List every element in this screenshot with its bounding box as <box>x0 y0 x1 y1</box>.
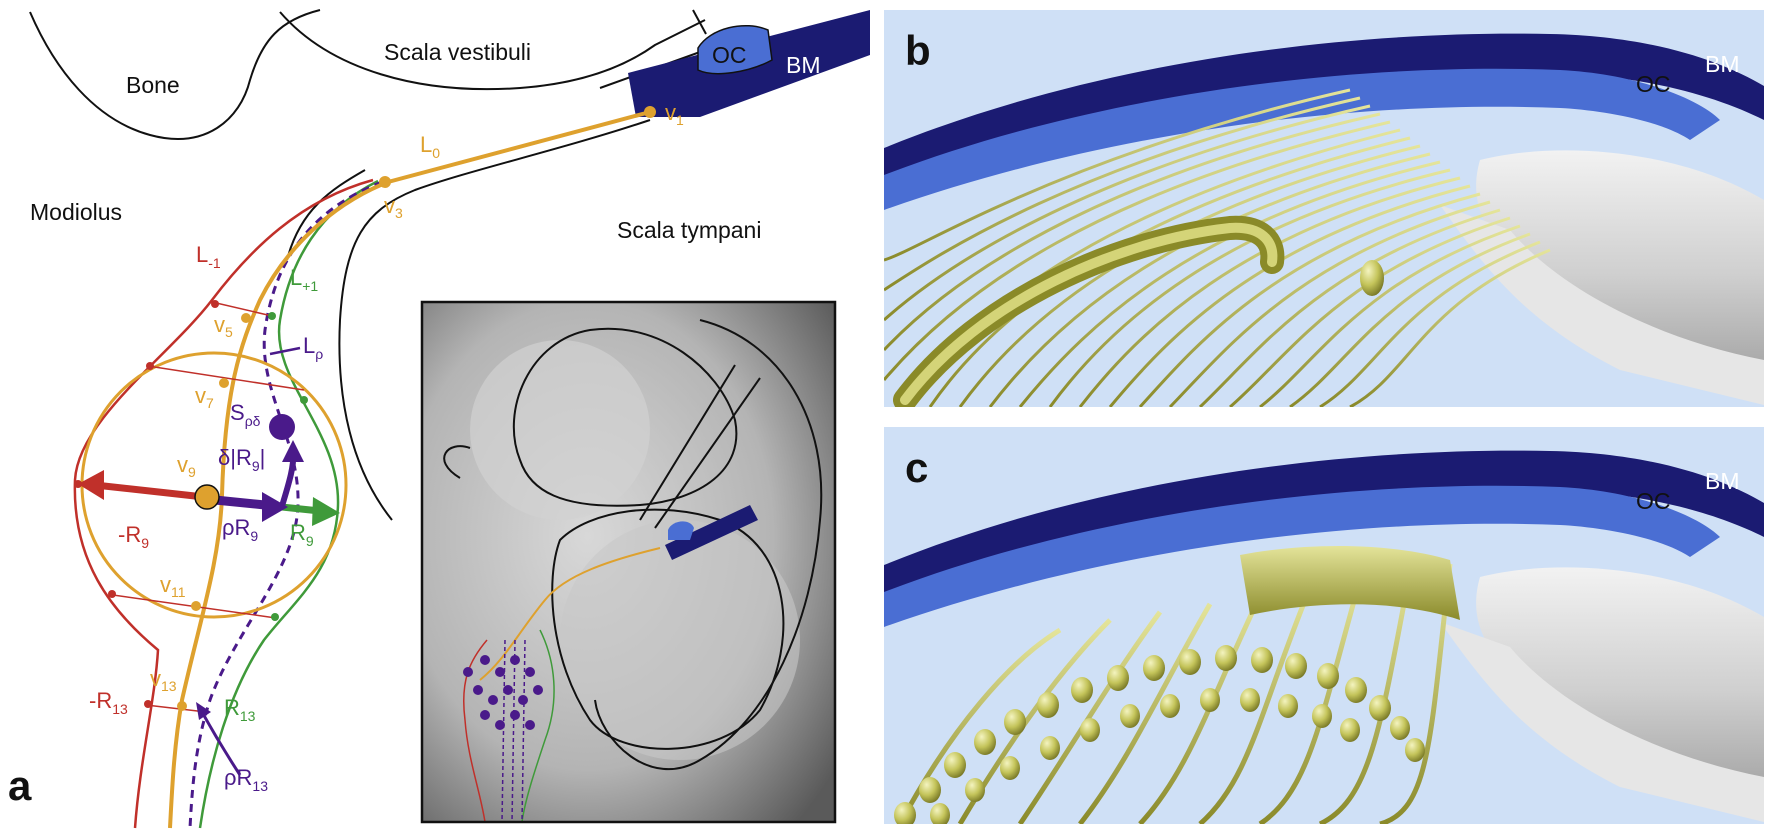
grey-tube-b <box>1476 150 1764 400</box>
label-l-minus1: L-1 <box>196 242 221 271</box>
panel-letter-a: a <box>8 762 32 809</box>
label-l0: L0 <box>420 132 440 161</box>
label-r13: R13 <box>224 695 256 724</box>
label-delta-r9: δ|R9| <box>218 445 265 474</box>
label-v3: v3 <box>384 193 403 221</box>
label-rho-r13: ρR13 <box>224 765 268 794</box>
label-l-rho: Lρ <box>303 333 323 362</box>
vector-neg-r9-head <box>78 470 104 500</box>
label-l-plus1: L+1 <box>290 265 318 294</box>
label-bm-c: BM <box>1705 468 1740 494</box>
curve-l0 <box>168 110 651 829</box>
vector-rho-r13 <box>200 711 242 776</box>
organ-of-corti-shape <box>697 24 773 75</box>
panel-b: b OC BM <box>884 10 1764 407</box>
osseous-lamina-lower <box>338 119 651 521</box>
inset-bm <box>665 505 758 560</box>
panel-letter-b: b <box>905 27 931 74</box>
label-v13: v13 <box>150 666 177 694</box>
panel-c: c OC BM <box>884 427 1764 824</box>
corti-stalk <box>692 9 707 35</box>
label-neg-r9: -R9 <box>118 522 149 551</box>
label-v5: v5 <box>214 312 233 340</box>
label-neg-r13: -R13 <box>89 688 128 717</box>
vector-rho-r9 <box>214 495 266 510</box>
label-scala-tympani: Scala tympani <box>617 217 761 243</box>
curve-l-rho <box>188 180 383 829</box>
label-rho-r9: ρR9 <box>222 515 258 544</box>
grey-tube-c <box>1476 567 1764 817</box>
soma-balls-c <box>894 645 1425 824</box>
label-bm-b: BM <box>1705 51 1740 77</box>
vector-r9-head <box>312 497 340 526</box>
label-modiolus: Modiolus <box>30 199 122 225</box>
label-bone: Bone <box>126 72 180 98</box>
vector-l-rho-pointer <box>269 346 301 356</box>
vertex-dots <box>74 106 656 711</box>
oc-band-c <box>884 485 1720 627</box>
label-v9: v9 <box>177 452 196 480</box>
label-oc-b: OC <box>1636 71 1671 97</box>
bone-outline <box>29 9 321 140</box>
oc-band-b <box>884 68 1720 210</box>
point-s-rho-delta <box>269 414 295 440</box>
panel-a: Bone Scala vestibuli Modiolus Scala tymp… <box>8 9 870 829</box>
vector-rho-r13-head <box>196 702 211 720</box>
label-v11: v11 <box>160 572 186 600</box>
label-oc-a: OC <box>712 42 747 68</box>
scala-vestibuli-outline <box>279 11 706 91</box>
vector-delta-r9 <box>279 454 297 507</box>
label-v7: v7 <box>195 383 214 411</box>
label-r9: R9 <box>290 520 314 549</box>
inset-oc <box>668 521 694 540</box>
curve-l-plus1 <box>198 179 379 829</box>
inset-micrograph <box>422 302 835 822</box>
inset-soma-dots <box>463 655 543 730</box>
label-v1: v1 <box>665 100 684 128</box>
vector-rho-r9-head <box>262 492 288 522</box>
vector-neg-r9 <box>94 481 205 501</box>
label-scala-vestibuli: Scala vestibuli <box>384 39 531 65</box>
label-s-rho-delta: Sρδ <box>230 400 261 429</box>
curve-l-minus1 <box>73 178 374 829</box>
panel-letter-c: c <box>905 444 928 491</box>
label-bm-a: BM <box>786 52 821 78</box>
inset-frame <box>420 300 837 824</box>
vector-delta-r9-head <box>282 440 304 462</box>
label-oc-c: OC <box>1636 488 1671 514</box>
